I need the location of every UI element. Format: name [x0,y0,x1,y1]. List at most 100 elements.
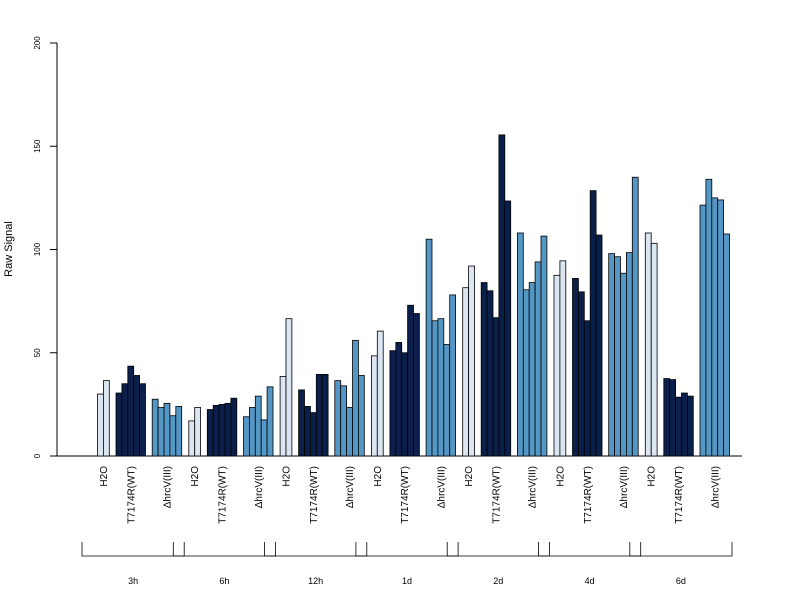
group-label: H2O [190,466,201,487]
bar [139,383,146,457]
bar [401,352,409,457]
bar [608,253,616,457]
time-brackets: 3h 6h 12h 1d 2d 4d 6d [81,542,733,586]
bar [352,339,359,457]
bar [468,265,475,457]
bar [559,260,567,457]
group-label: ΔhrcV(III) [619,466,630,508]
bar [334,380,342,457]
bar [492,317,500,457]
bar [517,232,524,457]
bar [462,287,470,457]
bar [224,402,232,457]
bar [103,380,110,457]
bar [528,282,536,457]
timepoint-label: 12h [308,576,323,586]
bar [304,406,311,457]
bar [644,232,652,457]
bar [151,398,159,457]
bar [115,392,123,457]
bar [663,378,671,457]
group-label: T7174R(WT) [309,466,320,524]
bar [572,278,579,457]
time-bracket [81,542,185,557]
bar [315,374,323,457]
bar [620,272,627,457]
bar [163,402,171,457]
bar [589,190,597,457]
bar [443,344,451,457]
bar [631,176,639,457]
timepoint-label: 6h [219,576,229,586]
bar [425,238,433,457]
group-label: T7174R(WT) [218,466,229,524]
bar [309,412,317,457]
group-label: H2O [647,466,658,487]
group-label: T7174R(WT) [400,466,411,524]
y-axis: 0 50 100 150 200 Raw Signal [3,36,58,458]
y-tick-label: 150 [33,139,42,153]
y-tick-label: 100 [33,242,42,256]
bar [121,383,129,457]
group-label: ΔhrcV(III) [528,466,539,508]
y-ticks: 0 50 100 150 200 [33,36,57,458]
bar [583,320,591,457]
bar [298,389,305,457]
bar [595,234,603,457]
timepoint-label: 4d [585,576,595,586]
group-label: ΔhrcV(III) [254,466,265,508]
group-label: ΔhrcV(III) [710,466,721,508]
bar [218,403,226,457]
group-label: H2O [99,466,110,487]
bar [188,420,196,457]
bar [279,376,287,457]
bar [266,386,274,457]
group-label: H2O [373,466,384,487]
bar [449,294,457,457]
bar [389,350,397,457]
group-label: ΔhrcV(III) [162,466,173,508]
group-label: ΔhrcV(III) [436,466,447,508]
group-label: T7174R(WT) [583,466,594,524]
bar [133,375,140,457]
bar [340,385,348,457]
bar [127,365,135,457]
y-tick-label: 0 [33,453,42,458]
time-bracket [264,542,368,557]
time-bracket [172,542,276,557]
group-label: T7174R(WT) [491,466,502,524]
bar [206,409,214,457]
group-label: T7174R(WT) [126,466,137,524]
timepoint-label: 1d [402,576,412,586]
bar [650,242,658,457]
group-labels: H2O T7174R(WT) ΔhrcV(III) H2O T7174R(WT) Δhrc… [99,466,721,524]
bar [97,393,104,457]
bar [175,406,183,457]
bar [699,204,707,457]
bar [243,416,250,457]
group-label: H2O [555,466,566,487]
bar [321,374,329,457]
bar [534,261,542,457]
bar [260,419,268,457]
bar [285,318,293,457]
bar [717,199,725,457]
timepoint-label: 2d [493,576,503,586]
bar [254,395,262,457]
bar [681,392,688,457]
group-label: ΔhrcV(III) [345,466,356,508]
bar [687,395,694,457]
bar [614,256,621,457]
bar [675,396,682,457]
bar [723,233,730,457]
bar [230,397,238,457]
bar [157,407,165,457]
time-bracket [446,542,550,557]
bar [437,318,445,457]
bars [97,134,730,457]
bar [357,375,365,457]
y-tick-label: 50 [33,348,42,357]
timepoint-label: 3h [128,576,138,586]
bar [711,197,719,457]
bar [486,290,494,457]
